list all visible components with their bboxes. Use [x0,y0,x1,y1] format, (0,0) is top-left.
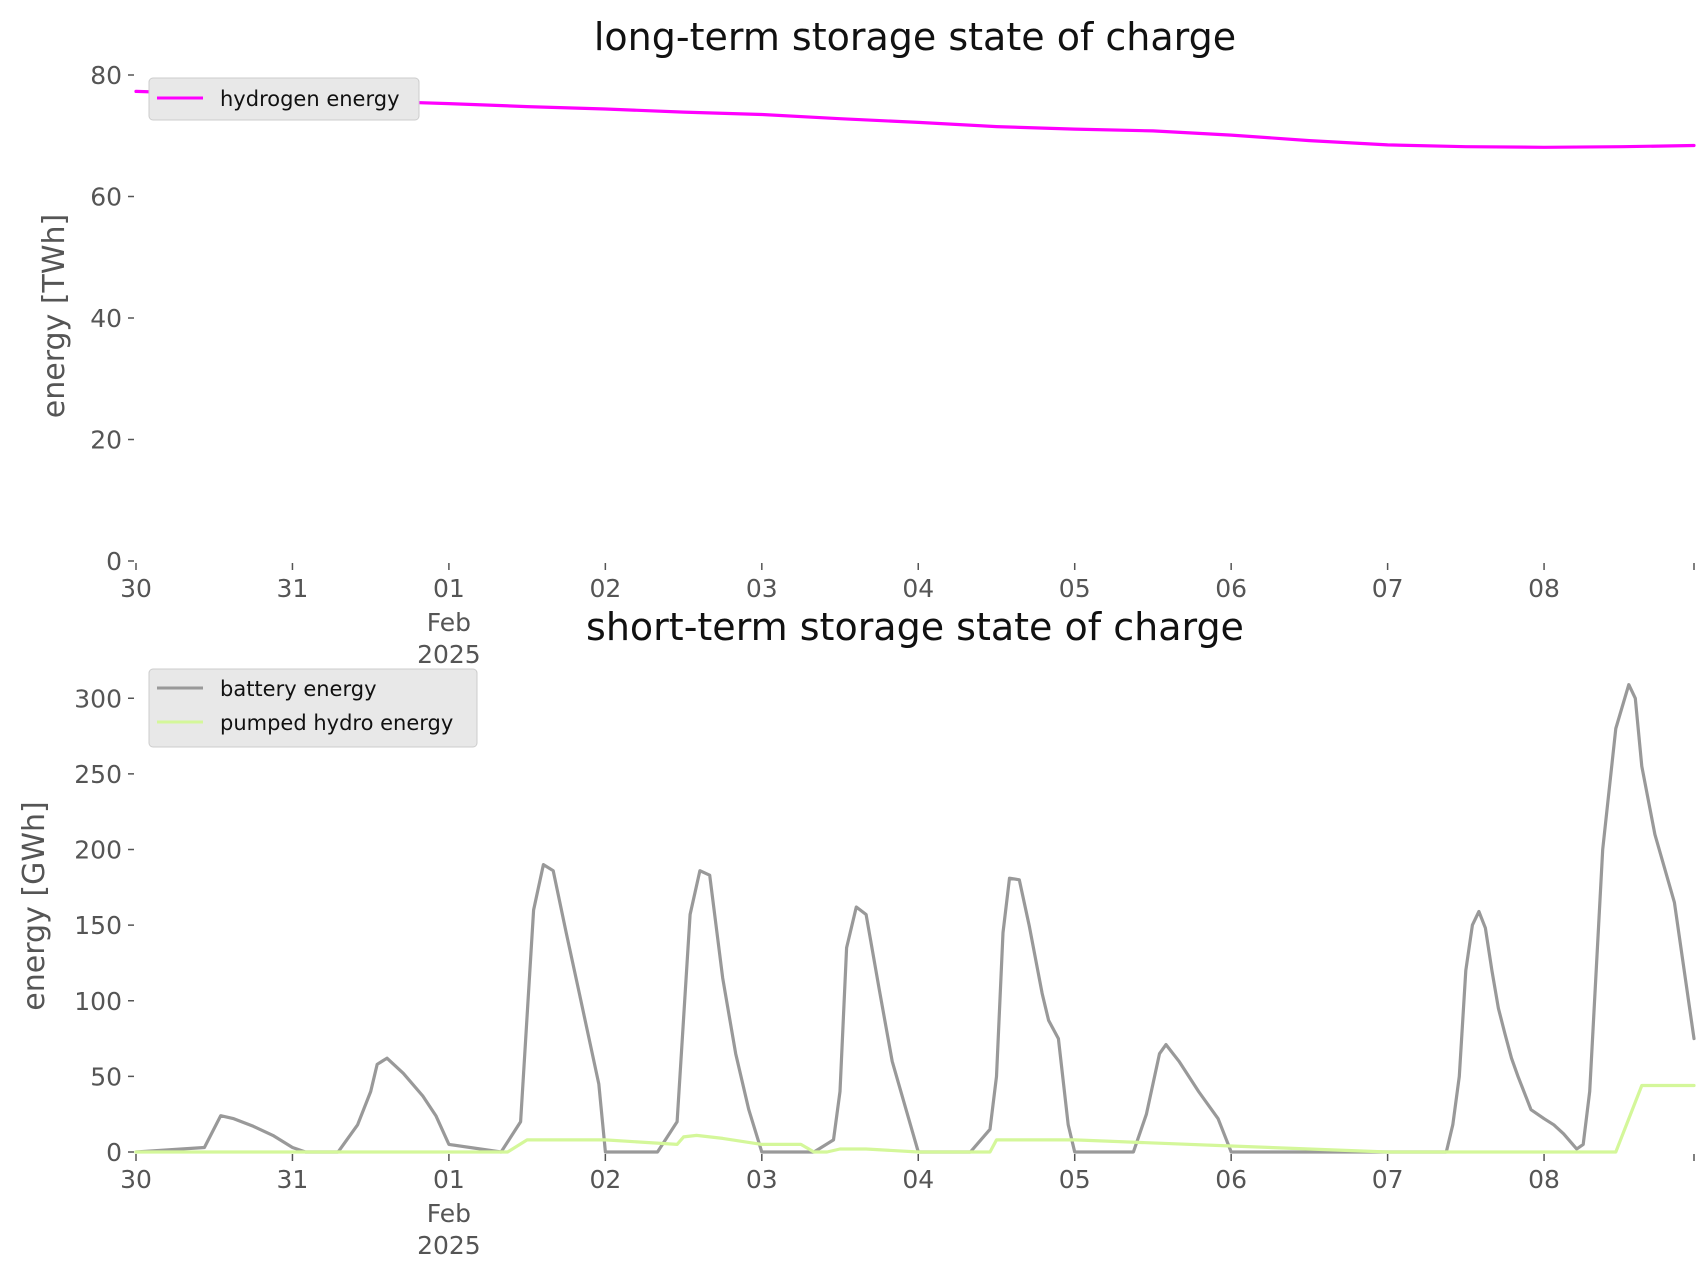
x-tick-year-label: 2025 [417,1231,481,1260]
x-tick-label: 04 [902,574,934,603]
x-tick-label: 05 [1059,1165,1091,1194]
y-tick-label: 40 [90,304,122,333]
x-tick-label: 31 [277,574,309,603]
legend-label-pumped-hydro: pumped hydro energy [220,711,453,735]
y-tick-label: 300 [74,684,122,713]
axes: 0 20 40 60 80 30 31 01 Feb 2025 02 03 04 05 06 07 08 [90,61,1695,669]
y-tick-label: 0 [106,1138,122,1167]
x-tick-label: 02 [589,574,621,603]
x-tick-year-label: 2025 [417,640,481,669]
series-line-pumped-hydro-energy [134,1083,1696,1154]
y-tick-label: 50 [90,1062,122,1091]
x-tick-label: 30 [120,1165,152,1194]
x-tick-month-label: Feb [427,1199,471,1228]
y-tick-label: 60 [90,183,122,212]
x-tick-label: 31 [277,1165,309,1194]
x-tick-label: 07 [1372,1165,1404,1194]
y-tick-label: 100 [74,987,122,1016]
x-tick-label: 30 [120,574,152,603]
y-tick-label: 250 [74,760,122,789]
legend-box [148,668,478,748]
y-tick-label: 0 [106,547,122,576]
chart-title: long-term storage state of charge [594,15,1236,59]
series-line-battery-energy [134,682,1696,1154]
y-axis-label: energy [GWh] [17,801,52,1010]
x-tick-label: 01 [433,1165,465,1194]
x-tick-label: 02 [589,1165,621,1194]
x-tick-month-label: Feb [427,608,471,637]
series-lines [134,682,1696,1154]
legend: battery energy pumped hydro energy [148,668,478,748]
x-tick-label: 04 [902,1165,934,1194]
x-tick-label: 06 [1215,574,1247,603]
x-tick-label: 06 [1215,1165,1247,1194]
x-tick-label: 03 [746,1165,778,1194]
legend: hydrogen energy [148,77,420,121]
x-tick-label: 07 [1372,574,1404,603]
long-term-storage-panel: long-term storage state of charge energy… [37,15,1696,669]
x-tick-label: 01 [433,574,465,603]
y-axis-label: energy [TWh] [37,214,72,418]
x-tick-label: 05 [1059,574,1091,603]
y-tick-label: 80 [90,61,122,90]
x-tick-label: 08 [1528,574,1560,603]
chart-title: short-term storage state of charge [586,605,1244,649]
x-tick-label: 08 [1528,1165,1560,1194]
y-tick-label: 200 [74,836,122,865]
y-tick-label: 150 [74,911,122,940]
legend-label-hydrogen: hydrogen energy [220,87,400,111]
short-term-storage-panel: short-term storage state of charge energ… [17,605,1696,1260]
y-tick-label: 20 [90,426,122,455]
axes: 0 50 100 150 200 250 300 30 31 01 Feb 2025 02 03 04 05 0… [74,684,1695,1260]
legend-box [148,77,420,121]
x-tick-label: 03 [746,574,778,603]
legend-label-battery: battery energy [220,677,377,701]
